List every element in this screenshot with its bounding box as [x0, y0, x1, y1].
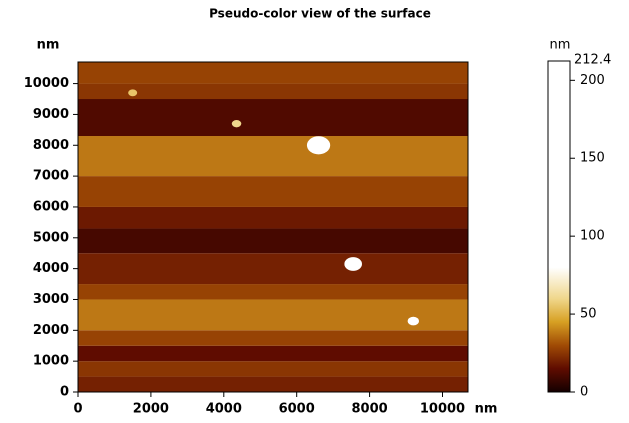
heatmap-row	[78, 253, 468, 285]
y-tick-label: 3000	[33, 292, 69, 307]
particle	[128, 89, 138, 97]
colorbar-tick-label: 200	[580, 73, 605, 88]
particle	[344, 257, 363, 271]
colorbar-tick-label: 0	[580, 385, 588, 400]
heatmap-row	[78, 62, 468, 84]
particle	[306, 136, 331, 155]
x-tick-label: 4000	[206, 402, 242, 417]
y-tick-label: 0	[60, 385, 69, 400]
chart-title: Pseudo-color view of the surface	[209, 7, 431, 21]
colorbar-tick-label: 150	[580, 151, 605, 166]
y-tick-label: 8000	[33, 138, 69, 153]
x-tick-label: 2000	[133, 402, 169, 417]
colorbar-tick-label: 100	[580, 229, 605, 244]
heatmap-row	[78, 83, 468, 100]
y-tick-label: 10000	[24, 76, 69, 91]
heatmap-row	[78, 345, 468, 362]
y-axis-label: nm	[37, 38, 60, 53]
colorbar-label: nm	[550, 38, 571, 53]
colorbar-tick-label: 50	[580, 307, 597, 322]
heatmap-row	[78, 228, 468, 254]
colorbar-max-label: 212.4	[574, 53, 611, 68]
x-tick-label: 6000	[279, 402, 315, 417]
x-tick-label: 8000	[351, 402, 387, 417]
y-tick-label: 9000	[33, 107, 69, 122]
heatmap-row	[78, 330, 468, 346]
y-tick-label: 2000	[33, 323, 69, 338]
y-tick-label: 7000	[33, 169, 69, 184]
heatmap-row	[78, 176, 468, 207]
heatmap-row	[78, 284, 468, 300]
y-tick-label: 4000	[33, 261, 69, 276]
heatmap-row	[78, 206, 468, 229]
heatmap-row	[78, 299, 468, 331]
plot-frame	[77, 61, 469, 393]
x-tick-label: 0	[73, 402, 82, 417]
y-tick-label: 6000	[33, 199, 69, 214]
colorbar	[547, 60, 571, 393]
particle	[407, 316, 419, 326]
heatmap-row	[78, 99, 468, 137]
heatmap-row	[78, 376, 468, 392]
x-axis-label: nm	[475, 402, 498, 417]
heatmap-row	[78, 361, 468, 377]
particle	[231, 120, 242, 128]
heatmap-row	[78, 136, 468, 177]
y-tick-label: 1000	[33, 354, 69, 369]
x-tick-label: 10000	[420, 402, 465, 417]
y-tick-label: 5000	[33, 230, 69, 245]
